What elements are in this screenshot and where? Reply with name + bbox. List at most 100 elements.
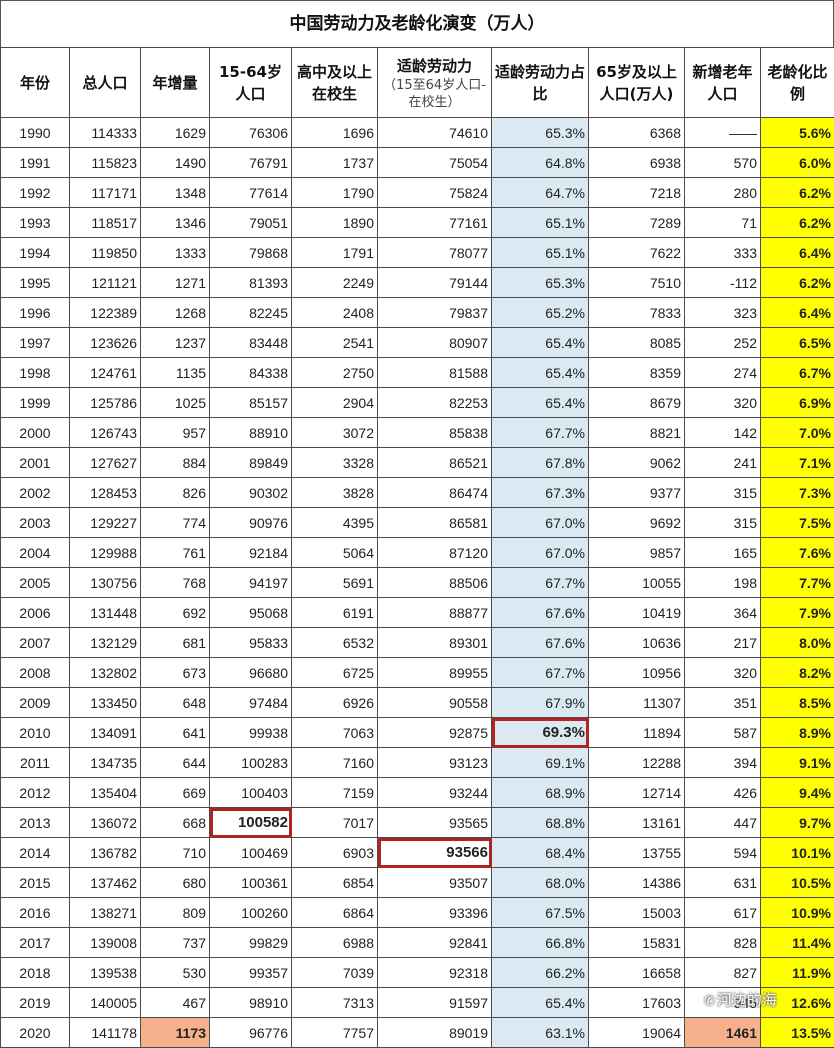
cell-total-population[interactable]: 138271: [69, 897, 141, 928]
cell-population-15-64[interactable]: 81393: [209, 267, 292, 298]
cell-population-15-64[interactable]: 85157: [209, 387, 292, 418]
cell-aging-ratio[interactable]: 6.2%: [760, 177, 834, 208]
cell-labor-ratio[interactable]: 65.4%: [491, 387, 589, 418]
cell-high-school-students[interactable]: 6903: [291, 837, 378, 868]
cell-population-65-plus[interactable]: 8679: [588, 387, 685, 418]
cell-year[interactable]: 2008: [0, 657, 70, 688]
cell-labor-ratio[interactable]: 68.4%: [491, 837, 589, 868]
cell-population-15-64[interactable]: 97484: [209, 687, 292, 718]
cell-new-elderly[interactable]: 426: [684, 777, 761, 808]
cell-population-65-plus[interactable]: 8359: [588, 357, 685, 388]
cell-annual-increase[interactable]: 1268: [140, 297, 210, 328]
cell-working-age-labor[interactable]: 89019: [377, 1017, 492, 1048]
cell-total-population[interactable]: 134735: [69, 747, 141, 778]
cell-total-population[interactable]: 132802: [69, 657, 141, 688]
cell-labor-ratio[interactable]: 65.1%: [491, 207, 589, 238]
cell-high-school-students[interactable]: 5691: [291, 567, 378, 598]
cell-new-elderly[interactable]: 320: [684, 387, 761, 418]
cell-population-65-plus[interactable]: 13755: [588, 837, 685, 868]
cell-year[interactable]: 2003: [0, 507, 70, 538]
cell-annual-increase[interactable]: 673: [140, 657, 210, 688]
cell-new-elderly[interactable]: 1461: [684, 1017, 761, 1048]
cell-working-age-labor[interactable]: 86474: [377, 477, 492, 508]
cell-population-65-plus[interactable]: 9062: [588, 447, 685, 478]
cell-high-school-students[interactable]: 1790: [291, 177, 378, 208]
cell-year[interactable]: 2004: [0, 537, 70, 568]
cell-population-15-64[interactable]: 82245: [209, 297, 292, 328]
cell-aging-ratio[interactable]: 7.1%: [760, 447, 834, 478]
cell-labor-ratio[interactable]: 68.0%: [491, 867, 589, 898]
cell-aging-ratio[interactable]: 13.5%: [760, 1017, 834, 1048]
cell-aging-ratio[interactable]: 9.4%: [760, 777, 834, 808]
cell-high-school-students[interactable]: 6725: [291, 657, 378, 688]
cell-year[interactable]: 1994: [0, 237, 70, 268]
cell-labor-ratio[interactable]: 67.8%: [491, 447, 589, 478]
cell-annual-increase[interactable]: 737: [140, 927, 210, 958]
cell-year[interactable]: 2019: [0, 987, 70, 1018]
cell-working-age-labor[interactable]: 92318: [377, 957, 492, 988]
cell-year[interactable]: 2005: [0, 567, 70, 598]
cell-annual-increase[interactable]: 669: [140, 777, 210, 808]
cell-high-school-students[interactable]: 6854: [291, 867, 378, 898]
cell-population-65-plus[interactable]: 10956: [588, 657, 685, 688]
cell-working-age-labor[interactable]: 77161: [377, 207, 492, 238]
cell-total-population[interactable]: 141178: [69, 1017, 141, 1048]
cell-population-15-64[interactable]: 100582: [209, 807, 292, 838]
cell-working-age-labor[interactable]: 93565: [377, 807, 492, 838]
cell-population-15-64[interactable]: 95833: [209, 627, 292, 658]
cell-annual-increase[interactable]: 761: [140, 537, 210, 568]
cell-labor-ratio[interactable]: 67.3%: [491, 477, 589, 508]
cell-total-population[interactable]: 114333: [69, 117, 141, 148]
cell-total-population[interactable]: 119850: [69, 237, 141, 268]
cell-year[interactable]: 2011: [0, 747, 70, 778]
cell-annual-increase[interactable]: 884: [140, 447, 210, 478]
cell-total-population[interactable]: 130756: [69, 567, 141, 598]
cell-working-age-labor[interactable]: 86581: [377, 507, 492, 538]
cell-working-age-labor[interactable]: 93244: [377, 777, 492, 808]
cell-new-elderly[interactable]: 323: [684, 297, 761, 328]
cell-aging-ratio[interactable]: 7.7%: [760, 567, 834, 598]
cell-annual-increase[interactable]: 530: [140, 957, 210, 988]
cell-population-65-plus[interactable]: 12714: [588, 777, 685, 808]
cell-total-population[interactable]: 134091: [69, 717, 141, 748]
cell-high-school-students[interactable]: 7160: [291, 747, 378, 778]
cell-high-school-students[interactable]: 7063: [291, 717, 378, 748]
cell-year[interactable]: 1997: [0, 327, 70, 358]
cell-annual-increase[interactable]: 680: [140, 867, 210, 898]
cell-working-age-labor[interactable]: 82253: [377, 387, 492, 418]
cell-population-15-64[interactable]: 99938: [209, 717, 292, 748]
cell-annual-increase[interactable]: 1490: [140, 147, 210, 178]
cell-annual-increase[interactable]: 957: [140, 417, 210, 448]
cell-aging-ratio[interactable]: 6.4%: [760, 297, 834, 328]
cell-total-population[interactable]: 135404: [69, 777, 141, 808]
cell-population-15-64[interactable]: 94197: [209, 567, 292, 598]
cell-new-elderly[interactable]: 280: [684, 177, 761, 208]
cell-population-65-plus[interactable]: 19064: [588, 1017, 685, 1048]
cell-population-65-plus[interactable]: 14386: [588, 867, 685, 898]
cell-aging-ratio[interactable]: 7.6%: [760, 537, 834, 568]
cell-population-15-64[interactable]: 90976: [209, 507, 292, 538]
cell-total-population[interactable]: 122389: [69, 297, 141, 328]
cell-aging-ratio[interactable]: 6.2%: [760, 207, 834, 238]
cell-labor-ratio[interactable]: 69.1%: [491, 747, 589, 778]
cell-population-15-64[interactable]: 99357: [209, 957, 292, 988]
cell-annual-increase[interactable]: 1135: [140, 357, 210, 388]
cell-aging-ratio[interactable]: 6.4%: [760, 237, 834, 268]
cell-labor-ratio[interactable]: 64.8%: [491, 147, 589, 178]
cell-new-elderly[interactable]: 945: [684, 987, 761, 1018]
cell-year[interactable]: 2013: [0, 807, 70, 838]
cell-high-school-students[interactable]: 2408: [291, 297, 378, 328]
cell-new-elderly[interactable]: 320: [684, 657, 761, 688]
cell-working-age-labor[interactable]: 78077: [377, 237, 492, 268]
cell-aging-ratio[interactable]: 12.6%: [760, 987, 834, 1018]
cell-labor-ratio[interactable]: 65.2%: [491, 297, 589, 328]
cell-total-population[interactable]: 136782: [69, 837, 141, 868]
cell-population-15-64[interactable]: 98910: [209, 987, 292, 1018]
cell-total-population[interactable]: 129227: [69, 507, 141, 538]
cell-new-elderly[interactable]: 274: [684, 357, 761, 388]
cell-working-age-labor[interactable]: 88506: [377, 567, 492, 598]
cell-annual-increase[interactable]: 774: [140, 507, 210, 538]
cell-annual-increase[interactable]: 692: [140, 597, 210, 628]
cell-new-elderly[interactable]: 241: [684, 447, 761, 478]
cell-aging-ratio[interactable]: 7.3%: [760, 477, 834, 508]
